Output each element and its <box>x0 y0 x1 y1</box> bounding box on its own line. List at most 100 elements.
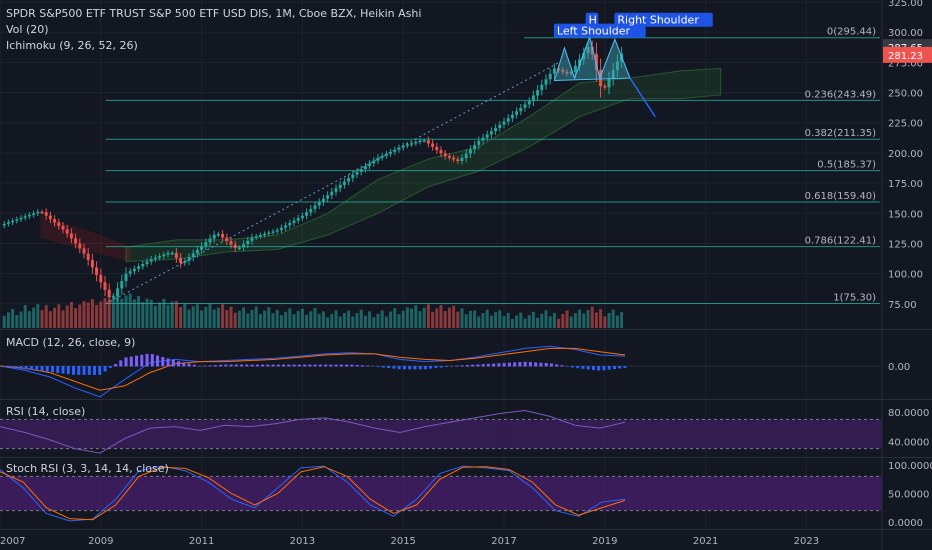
candle-body <box>305 212 309 216</box>
volume-bar <box>90 299 94 328</box>
macd-hist-bar <box>444 366 448 367</box>
price-tick-label: 150.00 <box>888 209 923 220</box>
candle-body <box>355 171 359 175</box>
macd-hist-bar <box>460 365 464 367</box>
stoch-title[interactable]: Stoch RSI (3, 3, 14, 14, close) <box>6 462 169 475</box>
macd-hist-bar <box>486 363 490 367</box>
candle-body <box>447 156 451 158</box>
macd-title[interactable]: MACD (12, 26, close, 9) <box>6 336 136 349</box>
macd-legend[interactable]: MACD (12, 26, close, 9) <box>6 335 135 351</box>
candle-body <box>359 169 363 172</box>
price-tick-label: 225.00 <box>888 119 923 130</box>
candle-body <box>174 252 178 258</box>
candle-body <box>99 274 103 283</box>
candle-body <box>510 114 514 119</box>
candle-body <box>552 68 556 74</box>
volume-indicator-label[interactable]: Vol (20) <box>6 23 49 36</box>
candle-body <box>615 61 619 71</box>
volume-bar <box>74 307 78 328</box>
pattern-shape <box>553 35 631 82</box>
candle-body <box>153 257 157 260</box>
volume-bar <box>208 303 212 328</box>
x-tick-label: 2019 <box>592 536 617 547</box>
candle-body <box>330 191 334 196</box>
macd-hist-bar <box>313 364 317 367</box>
candle-body <box>485 134 489 138</box>
macd-hist-bar <box>434 366 438 369</box>
ichimoku-indicator-label[interactable]: Ichimoku (9, 26, 52, 26) <box>6 39 138 52</box>
macd-hist-bar <box>455 365 459 367</box>
fib-label: 0.786(122.41) <box>805 236 877 247</box>
candle-body <box>481 137 485 141</box>
candle-body <box>590 46 594 54</box>
pattern-label-head: H <box>589 14 597 27</box>
volume-bar <box>443 311 447 328</box>
volume-bar <box>27 311 31 328</box>
macd-hist-bar <box>140 354 144 367</box>
candle-body <box>531 95 535 102</box>
candle-body <box>40 211 44 214</box>
candle-body <box>544 79 548 85</box>
volume-bar <box>149 299 153 328</box>
macd-hist-bar <box>166 358 170 367</box>
volume-bar <box>456 311 460 328</box>
stoch-legend[interactable]: Stoch RSI (3, 3, 14, 14, close) <box>6 461 169 477</box>
volume-bar <box>447 307 451 328</box>
candle-body <box>128 271 132 274</box>
macd-hist-bar <box>303 364 307 367</box>
macd-hist-bar <box>40 366 44 372</box>
candles <box>2 40 624 304</box>
macd-hist-bar <box>481 364 485 367</box>
candle-body <box>578 59 582 66</box>
macd-hist-bar <box>623 366 627 368</box>
candle-body <box>36 211 40 214</box>
macd-hist-bar <box>371 365 375 367</box>
volume-bar <box>527 315 531 328</box>
candle-body <box>292 220 296 223</box>
stoch-band <box>0 476 882 511</box>
volume-bar <box>292 314 296 328</box>
macd-hist-bar <box>266 364 270 367</box>
candle-body <box>170 252 174 255</box>
volume-bar <box>464 314 468 328</box>
candle-body <box>326 195 330 199</box>
macd-hist-bar <box>30 366 34 371</box>
candle-body <box>460 157 464 162</box>
macd-hist-bar <box>240 364 244 367</box>
volume-bar <box>82 301 86 328</box>
main-legend[interactable]: SPDR S&P500 ETF TRUST S&P 500 ETF USD DI… <box>6 6 421 54</box>
volume-bar <box>326 317 330 328</box>
pattern-label-bg <box>614 12 713 27</box>
volume-bar <box>498 310 502 328</box>
candle-body <box>44 212 48 216</box>
macd-hist-bar <box>9 366 13 368</box>
volume-bar <box>338 316 342 328</box>
volume-bar <box>422 307 426 328</box>
macd-hist-bar <box>156 355 160 367</box>
macd-hist-bar <box>555 364 559 367</box>
candle-body <box>242 244 246 248</box>
candle-body <box>309 208 313 213</box>
price-tick-label: 250.00 <box>888 89 923 100</box>
candle-body <box>250 237 254 241</box>
macd-hist-bar <box>350 364 354 367</box>
stoch-tick-label: 100.0000 <box>888 461 932 472</box>
symbol-title[interactable]: SPDR S&P500 ETF TRUST S&P 500 ETF USD DI… <box>6 7 422 20</box>
macd-hist-bar <box>534 362 538 367</box>
candle-body <box>187 257 191 262</box>
macd-pane <box>0 345 882 398</box>
rsi-legend[interactable]: RSI (14, close) <box>6 404 85 420</box>
volume-bar <box>582 313 586 328</box>
fib-label: 0.618(159.40) <box>805 191 877 202</box>
pattern-label-left: Left Shoulder <box>557 25 631 38</box>
candle-body <box>267 232 271 235</box>
macd-hist-bar <box>82 366 86 375</box>
fibonacci-levels[interactable]: 0(295.44) 0.236(243.49) 0.382(211.35) 0.5(1… <box>105 27 880 304</box>
volume-bar <box>124 295 128 328</box>
volume-bar <box>212 309 216 328</box>
macd-hist-bar <box>318 364 322 367</box>
rsi-title[interactable]: RSI (14, close) <box>6 405 86 418</box>
pattern-label-right: Right Shoulder <box>617 14 699 27</box>
